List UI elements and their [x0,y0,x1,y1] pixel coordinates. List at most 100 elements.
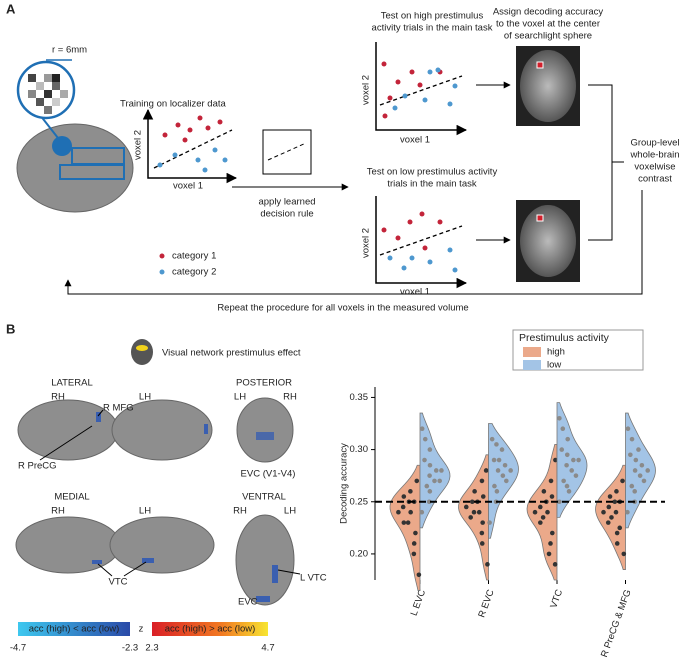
data-point [540,515,546,520]
data-point [487,520,492,525]
data-point [625,426,631,432]
region-label: L VTC [300,573,327,584]
rule-box [262,129,312,175]
data-point [419,509,425,515]
brain-scan [516,46,580,126]
colorbar-tick: 2.3 [145,643,158,654]
brain [235,514,295,606]
data-point [419,426,425,432]
data-point [426,499,432,505]
data-point [632,468,638,473]
data-point [401,494,407,499]
decision-line [153,129,233,169]
data-point [405,520,411,525]
data-point [422,457,427,463]
brain [236,397,294,463]
data-point [396,509,401,515]
brain [111,399,213,461]
data-point [548,541,553,546]
data-point [479,530,485,536]
step-text: Repeat the procedure for all voxels in t… [217,303,468,314]
axis [147,112,238,184]
legend-title: Prestimulus activity [519,332,610,344]
data-point [628,452,633,458]
data-point [480,520,485,525]
data-point [601,509,606,515]
violin-chart: Decoding accuracy 0.20 0.25 0.30 0.35 L EVC R … [339,329,665,659]
y-tick-label: 0.20 [350,548,369,559]
data-point [614,530,620,536]
data-point [549,530,555,536]
data-point [545,509,550,515]
data-point [471,509,477,515]
data-point [400,504,406,510]
data-point [495,468,501,473]
violin [625,412,656,529]
x-tick-label: R PreCG & MFG [599,588,634,659]
data-point [401,520,407,525]
data-point [552,562,558,567]
step-text: apply learned [258,197,315,208]
data-point [476,509,482,515]
data-point [411,541,417,546]
data-point [463,504,469,510]
class-dots [381,211,443,251]
data-point [439,468,444,473]
hemisphere: LH [284,506,296,517]
data-point [492,483,497,489]
data-point [605,520,611,525]
data-point [546,551,552,557]
legend-dot [159,253,165,259]
colorbar-tick: -4.7 [10,643,26,654]
data-point [432,478,437,484]
data-point [424,483,430,489]
data-point [621,551,627,557]
hemisphere: RH [51,392,65,403]
caption: Visual network prestimulus effect [162,348,301,359]
data-point [472,489,477,494]
panel-a: A r = 6mm Training on localizer data vox… [6,1,680,313]
data-point [414,478,420,484]
data-point [427,447,433,452]
violin [526,443,558,581]
data-point [508,468,513,473]
data-point [606,504,612,510]
class-dots [387,247,458,273]
data-point [569,468,575,473]
region-label: VTC [109,577,128,588]
panel-label: B [6,321,15,336]
data-point [548,478,554,484]
data-point [613,509,619,515]
data-point [479,541,485,546]
axis-label: voxel 1 [173,181,203,192]
colorbar-label: acc (high) < acc (low) [29,624,120,635]
hemisphere: RH [51,506,65,517]
y-axis-label: Decoding accuracy [339,443,350,524]
class-dots [162,115,223,143]
data-point [629,483,635,489]
data-point [485,562,490,567]
repeat-arrow [64,190,643,295]
view-title: VENTRAL [242,492,286,503]
data-point [413,530,418,536]
data-point [489,436,495,442]
step-text: voxelwise [634,162,675,173]
cluster [92,560,102,564]
data-point [494,489,500,494]
legend-label: category 1 [172,251,216,262]
cluster [256,596,270,602]
legend-label: low [547,360,561,371]
legend-label: high [547,347,565,358]
radius-label: r = 6mm [52,45,87,56]
cluster [204,424,208,434]
data-point [571,457,576,463]
step-text: contrast [638,174,672,185]
data-point [411,551,417,557]
step-text: Group-level [630,138,679,149]
data-point [433,468,439,473]
step-text: activity trials in the main task [372,23,493,34]
step-text: of searchlight sphere [504,31,592,42]
data-point [468,515,473,520]
data-point [564,462,569,468]
